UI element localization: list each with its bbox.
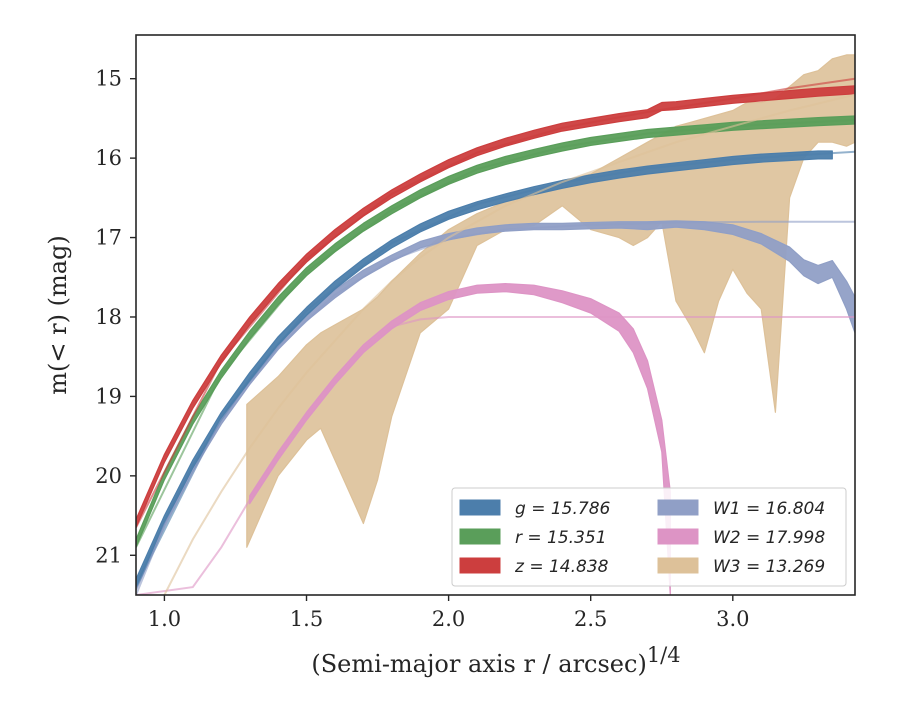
- x-tick-label: 1.5: [290, 607, 323, 631]
- model-curve-w1: [136, 220, 855, 595]
- model-curve-w3: [163, 93, 855, 595]
- legend-label-w2: W2 = 17.998: [713, 528, 825, 548]
- x-axis-label: (Semi-major axis r / arcsec)1/4: [311, 643, 680, 678]
- y-tick-label: 17: [95, 226, 122, 250]
- y-tick-label: 19: [95, 384, 122, 408]
- model-curve-z: [136, 77, 855, 528]
- legend-label-r: r = 15.351: [515, 528, 607, 548]
- legend-swatch-g: [459, 499, 501, 516]
- x-tick-label: 1.0: [148, 607, 181, 631]
- x-axis-label-main: (Semi-major axis r / arcsec): [311, 650, 646, 678]
- legend-swatch-w3: [657, 557, 699, 574]
- model-layer: [136, 77, 855, 595]
- legend: g = 15.786 r = 15.351 z = 14.838 W1 = 16.80…: [451, 487, 847, 587]
- x-axis-label-power: 1/4: [647, 643, 681, 667]
- y-axis: 15 16 17 18 19 20 21: [95, 67, 136, 567]
- legend-label-g: g = 15.786: [515, 499, 611, 519]
- x-tick-label: 3.0: [716, 607, 749, 631]
- x-tick-label: 2.5: [574, 607, 607, 631]
- x-axis: 1.0 1.5 2.0 2.5 3.0: [148, 595, 750, 631]
- y-tick-label: 15: [95, 67, 122, 91]
- y-tick-label: 18: [95, 305, 122, 329]
- model-curve-w2: [136, 316, 855, 595]
- y-axis-label: m(< r) (mag): [44, 235, 72, 394]
- model-curve-g: [136, 150, 855, 588]
- model-curve-r: [136, 119, 855, 548]
- legend-frame: [451, 487, 847, 587]
- band-w2: [249, 283, 671, 595]
- plot-frame: [135, 34, 856, 596]
- legend-label-w3: W3 = 13.269: [713, 557, 825, 577]
- legend-swatch-r: [459, 528, 501, 545]
- legend-swatch-z: [459, 557, 501, 574]
- legend-swatch-w2: [657, 528, 699, 545]
- x-tick-label: 2.0: [432, 607, 465, 631]
- legend-label-w1: W1 = 16.804: [713, 499, 825, 519]
- y-tick-label: 20: [95, 464, 122, 488]
- y-tick-label: 21: [95, 543, 122, 567]
- legend-label-z: z = 14.838: [514, 557, 609, 577]
- legend-swatch-w1: [657, 499, 699, 516]
- y-tick-label: 16: [95, 146, 122, 170]
